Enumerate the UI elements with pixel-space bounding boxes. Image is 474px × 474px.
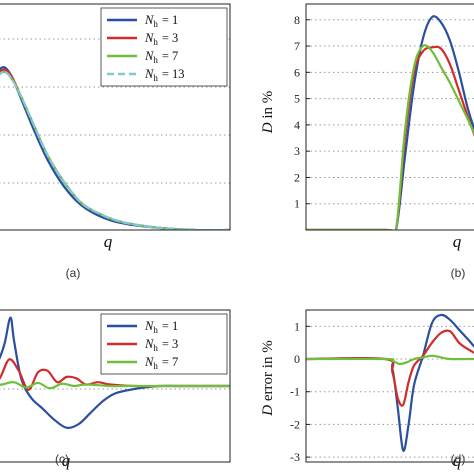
panel-a-series: [0, 66, 230, 230]
panel-d-ylabel: D error in %: [260, 340, 276, 416]
panel-d-ytick-label-4: -3: [290, 450, 300, 464]
panel-a-series-red: [0, 68, 230, 230]
panel-b-series-red: [306, 45, 474, 230]
panel-b-ytick-label-7: 8: [294, 13, 300, 27]
panel-d-ytick-label-0: 1: [294, 319, 300, 333]
panel-c-axis-frame: [0, 309, 231, 463]
panel-b-xlabel: q: [453, 232, 462, 251]
panel-b-ytick-label-3: 4: [294, 118, 300, 132]
panel-a-legend-label-0: Nh = 1: [144, 13, 178, 29]
panel-a-series-green: [0, 70, 230, 230]
panel-c: Nh = 1 Nh = 3 Nh = 7 q (c): [0, 309, 231, 470]
panel-a-series-blue: [0, 66, 230, 230]
panel-b-series: [306, 15, 474, 230]
panel-a-legend-label-3: Nh = 13: [144, 67, 185, 83]
panel-c-legend-label-2: Nh = 7: [144, 355, 178, 371]
panel-a-legend-label-2: Nh = 7: [144, 49, 178, 65]
panel-b-series-green: [306, 44, 474, 230]
panel-d-series: [306, 313, 474, 452]
panel-a-xlabel: q: [104, 232, 113, 251]
panel-d-caption: (d): [451, 452, 466, 466]
panel-b-ytick-label-6: 7: [294, 39, 300, 53]
panel-b-ytick-label-4: 5: [294, 92, 300, 106]
panel-b-series-blue: [306, 15, 474, 230]
panel-c-xlabel: q: [62, 451, 71, 470]
panel-a-series-cyan: [0, 70, 230, 230]
panel-d-grid: [306, 325, 474, 458]
panel-c-series-green: [0, 381, 230, 390]
panel-d: 1 0 -1 -2 -3 q D error in % (d): [260, 309, 474, 470]
panel-c-legend-label-1: Nh = 3: [144, 337, 178, 353]
panel-d-ytick-label-3: -2: [290, 417, 300, 431]
panel-b-yticks: 1 2 3 4 5 6 7 8: [294, 13, 310, 211]
panel-d-xlabel: q: [453, 451, 462, 470]
panel-d-axis-frame: [305, 309, 474, 463]
panel-b-ytick-label-1: 2: [294, 170, 300, 184]
panel-b-ytick-label-0: 1: [294, 197, 300, 211]
panel-a-axis-frame: [0, 3, 231, 231]
panel-b-ytick-label-5: 6: [294, 65, 300, 79]
panel-c-series: [0, 316, 230, 430]
panel-d-series-red: [306, 329, 474, 407]
panel-b-ylabel: D in %: [260, 91, 276, 135]
panel-a-legend-label-1: Nh = 3: [144, 31, 178, 47]
panel-d-ytick-label-1: 0: [294, 352, 300, 366]
panel-c-series-blue: [0, 316, 230, 430]
panel-a-legend: Nh = 1 Nh = 3 Nh = 7 Nh = 13: [100, 7, 228, 87]
panel-b-caption: (b): [451, 266, 466, 280]
panel-c-caption: (c): [55, 452, 69, 466]
panel-c-legend: Nh = 1 Nh = 3 Nh = 7: [100, 313, 228, 375]
panel-a-caption: (a): [66, 266, 81, 280]
panel-d-series-green: [306, 354, 474, 366]
panel-d-series-blue: [306, 313, 474, 452]
panel-b-ytick-label-2: 3: [294, 144, 300, 158]
panel-c-legend-label-0: Nh = 1: [144, 319, 178, 335]
panel-b: 1 2 3 4 5 6 7 8 q D in % (b): [260, 3, 474, 280]
panel-b-grid: [306, 19, 474, 205]
panel-b-axis-frame: [305, 3, 474, 231]
panel-d-ytick-label-2: -1: [290, 385, 300, 399]
panel-d-yticks: 1 0 -1 -2 -3: [290, 319, 310, 464]
panel-a: Nh = 1 Nh = 3 Nh = 7 Nh = 13 q (a): [0, 3, 231, 280]
